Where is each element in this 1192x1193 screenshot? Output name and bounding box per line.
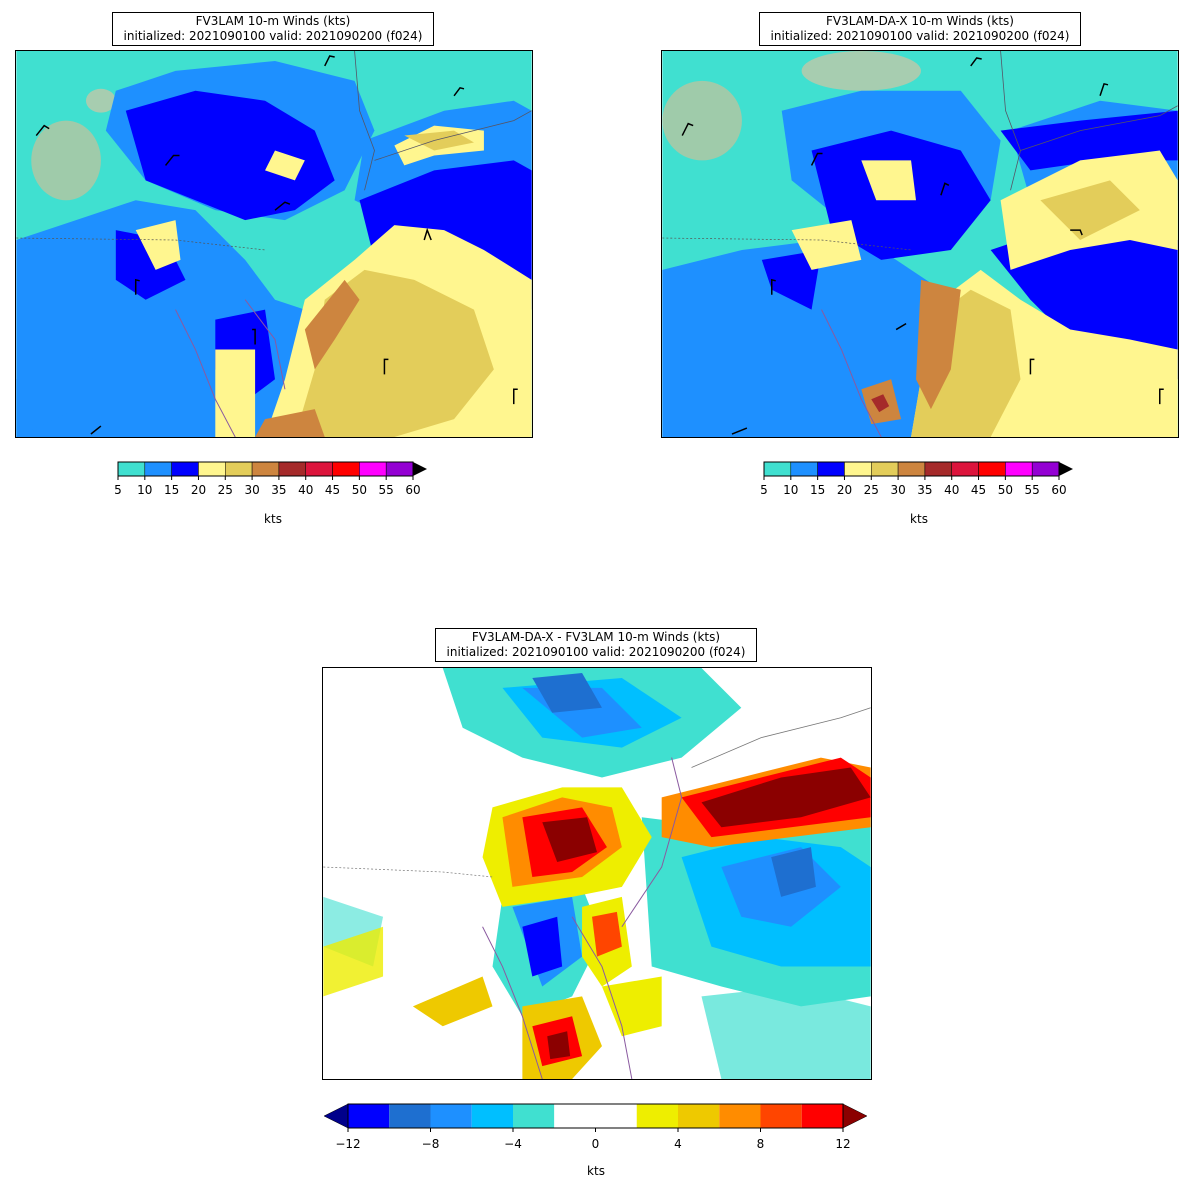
panel2-colorbar-color-box (763, 461, 792, 477)
panel2-colorbar-tick-label: 5 (760, 483, 768, 497)
panel2-colorbar-tick-label: 25 (864, 483, 879, 497)
panel2-title-line1: FV3LAM-DA-X 10-m Winds (kts) (826, 14, 1014, 28)
panel1-map (15, 50, 533, 438)
panel1-colorbar-tick-label: 45 (325, 483, 340, 497)
panel3-colorbar-extend-low (323, 1103, 349, 1129)
panel3-colorbar-label: kts (587, 1164, 605, 1178)
panel3-colorbar-tick-label: −12 (335, 1137, 360, 1151)
panel3-colorbar-tick-label: −8 (422, 1137, 440, 1151)
panel1-title-line2: initialized: 2021090100 valid: 202109020… (123, 29, 423, 43)
panel2-colorbar-color-box (871, 461, 899, 477)
panel1-colorbar-tick-label: 50 (352, 483, 367, 497)
panel1-colorbar-tick-label: 20 (191, 483, 206, 497)
panel3-colorbar-tick-label: −4 (504, 1137, 522, 1151)
panel3-colorbar-color-box (389, 1104, 431, 1128)
panel1-colorbar-extend-triangle (413, 462, 427, 476)
panel2-colorbar-color-box (1031, 461, 1060, 477)
panel3-colorbar-color-box (636, 1104, 678, 1128)
panel2-colorbar-outline (763, 461, 1060, 477)
panel1-title: FV3LAM 10-m Winds (kts) initialized: 202… (112, 12, 434, 46)
panel3-title: FV3LAM-DA-X - FV3LAM 10-m Winds (kts) in… (435, 628, 757, 662)
panel3-colorbar-tick-label: 12 (835, 1137, 850, 1151)
panel3-colorbar-color-box (554, 1104, 596, 1128)
panel1-colorbar-color-box (305, 461, 333, 477)
panel1-colorbar-color-box (385, 461, 414, 477)
panel2-colorbar: 5 10 15 20 25 30 35 40 45 50 55 60 (760, 461, 1073, 497)
panel1-colorbar-color-box (332, 461, 360, 477)
panel1-colorbar-color-box (251, 461, 280, 477)
panel3-colorbar-tick-label: 4 (674, 1137, 682, 1151)
panel2-colorbar-tick-label: 55 (1025, 483, 1040, 497)
panel3-colorbar-color-box (719, 1104, 761, 1128)
panel2-colorbar-tick-label: 50 (998, 483, 1013, 497)
panel2-colorbar-tick-label: 35 (917, 483, 932, 497)
panel3-title-line2: initialized: 2021090100 valid: 202109020… (446, 645, 746, 659)
panel1-colorbar-tick-label: 10 (137, 483, 152, 497)
panel1-colorbar-color-box (278, 461, 306, 477)
panel1-colorbar: 5 10 15 20 25 30 35 40 45 50 55 60 (114, 461, 427, 497)
panel1-colorbar-tick-label: 60 (405, 483, 420, 497)
panel1-colorbar-tick-label: 55 (379, 483, 394, 497)
panel1-colorbar-color-box (225, 461, 253, 477)
panel2-colorbar-extend-triangle (1059, 462, 1073, 476)
panel3-title-line1: FV3LAM-DA-X - FV3LAM 10-m Winds (kts) (471, 630, 721, 644)
panel3-colorbar-color-box (678, 1104, 720, 1128)
panel2-colorbar-tick-label: 40 (944, 483, 959, 497)
panel2-colorbar-label: kts (910, 512, 928, 526)
panel1-colorbar-color-box (171, 461, 199, 477)
panel2-colorbar-color-box (817, 461, 845, 477)
panel1-colorbar-color-box (117, 461, 146, 477)
panel1-colorbar-color-box (359, 461, 387, 477)
panel3-colorbar-tick-label: 8 (757, 1137, 765, 1151)
panel3-colorbar: −12 −8 −4 0 4 8 12 (323, 1103, 868, 1151)
panel1-colorbar-label: kts (264, 512, 282, 526)
panel3-colorbar-color-box (595, 1104, 637, 1128)
panel2-colorbar-color-box (924, 461, 952, 477)
panel1-colorbar-tick-label: 35 (271, 483, 286, 497)
panel3-colorbar-color-box (760, 1104, 802, 1128)
panel1-colorbar-color-box (144, 461, 172, 477)
panel3-colorbar-tick-label: 0 (592, 1137, 600, 1151)
panel2-map (661, 50, 1179, 438)
panel3-colorbar-color-box (430, 1104, 472, 1128)
panel2-colorbar-color-box (897, 461, 926, 477)
panel3-colorbar-color-box (801, 1104, 843, 1128)
panel2-title: FV3LAM-DA-X 10-m Winds (kts) initialized… (759, 12, 1081, 46)
panel1-colorbar-outline (117, 461, 414, 477)
panel2-colorbar-color-box (790, 461, 818, 477)
panel2-colorbar-tick-label: 45 (971, 483, 986, 497)
panel2-colorbar-tick-label: 60 (1051, 483, 1066, 497)
panel2-colorbar-tick-label: 20 (837, 483, 852, 497)
panel3-colorbar-color-box (513, 1104, 555, 1128)
panel2-title-line2: initialized: 2021090100 valid: 202109020… (770, 29, 1070, 43)
panel1-colorbar-color-box (198, 461, 226, 477)
panel3-map (322, 667, 872, 1080)
panel2-colorbar-color-box (978, 461, 1006, 477)
panel1-colorbar-tick-label: 15 (164, 483, 179, 497)
panel1-colorbar-tick-label: 25 (218, 483, 233, 497)
panel1-colorbar-tick-label: 30 (244, 483, 259, 497)
panel2-colorbar-tick-label: 10 (783, 483, 798, 497)
panel2-colorbar-color-box (951, 461, 979, 477)
panel2-colorbar-tick-label: 15 (810, 483, 825, 497)
panel2-colorbar-color-box (1005, 461, 1033, 477)
panel2-colorbar-color-box (844, 461, 872, 477)
panel3-colorbar-color-box (348, 1104, 390, 1128)
panel3-colorbar-extend-high (842, 1103, 868, 1129)
panel1-title-line1: FV3LAM 10-m Winds (kts) (195, 14, 351, 28)
panel1-colorbar-tick-label: 40 (298, 483, 313, 497)
panel1-colorbar-tick-label: 5 (114, 483, 122, 497)
panel3-colorbar-color-box (471, 1104, 513, 1128)
panel2-colorbar-tick-label: 30 (890, 483, 905, 497)
